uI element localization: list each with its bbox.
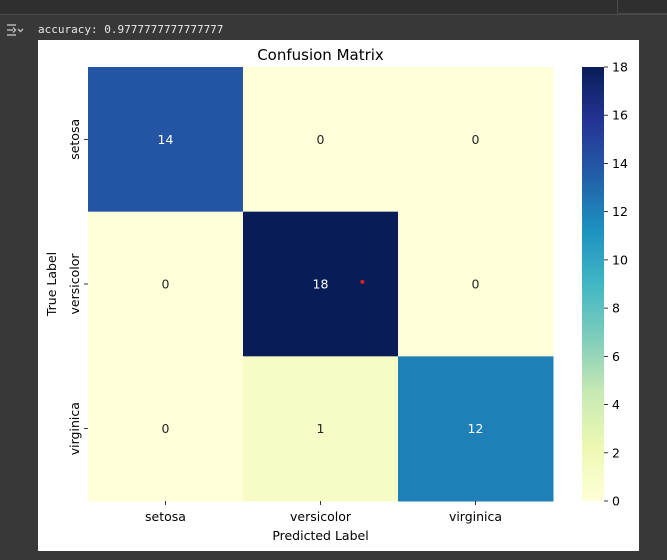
- cell-annotation-setosa-versicolor: 0: [317, 132, 325, 147]
- cell-divider: [0, 14, 667, 15]
- confusion-matrix-figure: Confusion Matrix 14 0 0 0 18 0 0 1 12 setosa versic…: [38, 40, 639, 551]
- colorbar-tick-label-6: 6: [612, 349, 620, 364]
- cell-annotation-versicolor-setosa: 0: [162, 277, 170, 292]
- x-axis-label: Predicted Label: [272, 528, 368, 543]
- x-tick-label-virginica: virginica: [449, 509, 502, 524]
- notebook-top-bar: [0, 0, 667, 14]
- colorbar-tick-label-12: 12: [612, 204, 628, 219]
- heatmap-cell-setosa-setosa: [88, 67, 244, 213]
- cell-toolbar: [617, 0, 667, 14]
- chart-title: Confusion Matrix: [257, 46, 384, 64]
- y-axis-label: True Label: [44, 252, 59, 317]
- cursor-dot: [360, 279, 365, 284]
- colorbar-tick-label-14: 14: [612, 156, 628, 171]
- y-tick-label-setosa: setosa: [67, 119, 82, 160]
- heatmap-cell-versicolor-virginica: [398, 211, 554, 357]
- x-tick-label-setosa: setosa: [145, 509, 186, 524]
- accuracy-output: accuracy: 0.9777777777777777: [38, 23, 224, 36]
- cell-annotation-setosa-virginica: 0: [472, 132, 480, 147]
- y-tick-label-virginica: virginica: [67, 402, 82, 455]
- heatmap-cell-virginica-virginica: [398, 356, 554, 502]
- colorbar-tick-label-4: 4: [612, 397, 620, 412]
- colorbar-tick-label-0: 0: [612, 494, 620, 509]
- colorbar: [582, 67, 604, 501]
- y-tick-label-versicolor: versicolor: [67, 253, 82, 315]
- cell-annotation-versicolor-virginica: 0: [472, 277, 480, 292]
- heatmap-cell-versicolor-versicolor: [243, 211, 399, 357]
- cell-annotation-versicolor-versicolor: 18: [313, 277, 329, 292]
- colorbar-tick-label-8: 8: [612, 301, 620, 316]
- colorbar-tick-label-10: 10: [612, 252, 628, 267]
- x-tick-label-versicolor: versicolor: [290, 509, 352, 524]
- heatmap-cell-setosa-versicolor: [243, 67, 399, 213]
- colorbar-tick-label-2: 2: [612, 445, 620, 460]
- cell-annotation-virginica-virginica: 12: [468, 421, 484, 436]
- cell-annotation-virginica-setosa: 0: [162, 421, 170, 436]
- colorbar-tick-label-16: 16: [612, 108, 628, 123]
- heatmap-cell-virginica-setosa: [88, 356, 244, 502]
- heatmap-cell-virginica-versicolor: [243, 356, 399, 502]
- heatmap-cell-setosa-virginica: [398, 67, 554, 213]
- output-expand-icon[interactable]: [4, 21, 24, 39]
- cell-annotation-setosa-setosa: 14: [158, 132, 174, 147]
- cell-annotation-virginica-versicolor: 1: [317, 421, 325, 436]
- confusion-matrix-chart: Confusion Matrix 14 0 0 0 18 0 0 1 12 setosa versic…: [44, 46, 628, 543]
- heatmap-cell-versicolor-setosa: [88, 211, 244, 357]
- colorbar-tick-label-18: 18: [612, 60, 628, 75]
